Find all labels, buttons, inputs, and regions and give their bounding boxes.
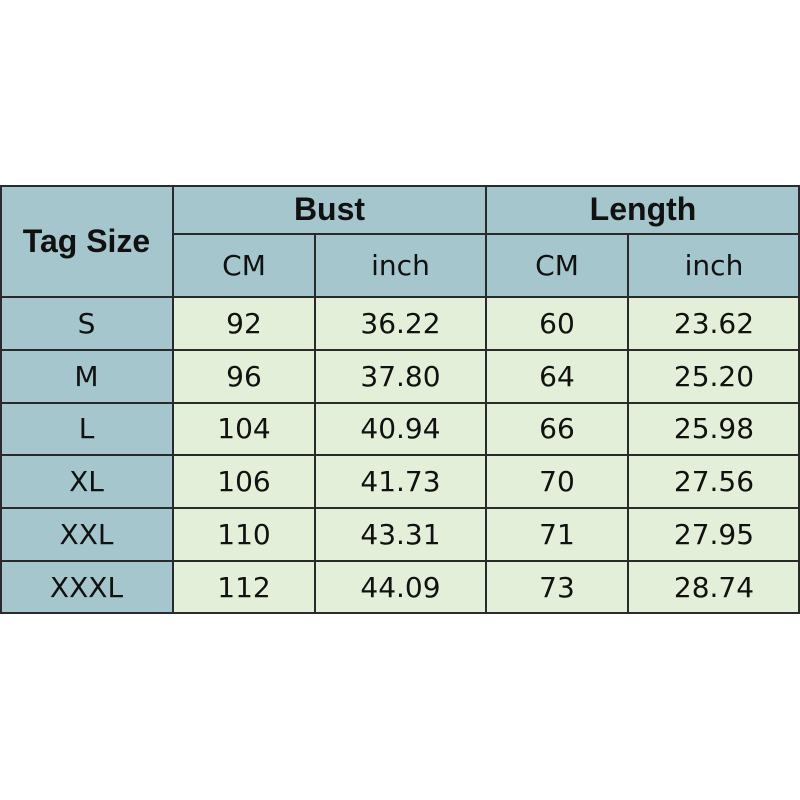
- measure-cell: 27.95: [628, 508, 800, 561]
- sub-header: inch: [628, 234, 800, 297]
- sub-header: inch: [315, 234, 486, 297]
- measure-cell: 60: [486, 297, 628, 350]
- measure-cell: 106: [173, 455, 315, 509]
- measure-cell: 66: [486, 402, 628, 456]
- measure-cell: 40.94: [315, 402, 486, 456]
- measure-cell: 71: [486, 508, 628, 561]
- measure-cell: 112: [173, 561, 315, 614]
- size-label: L: [0, 402, 173, 456]
- size-label: XL: [0, 455, 173, 509]
- measure-cell: 73: [486, 561, 628, 614]
- measure-cell: 104: [173, 402, 315, 456]
- measure-cell: 25.20: [628, 349, 800, 403]
- measure-cell: 92: [173, 297, 315, 350]
- size-label: XXXL: [0, 561, 173, 614]
- measure-cell: 25.98: [628, 402, 800, 456]
- group-header: Length: [486, 185, 800, 234]
- tag-size-header: Tag Size: [0, 185, 173, 297]
- group-header: Bust: [173, 185, 486, 234]
- measure-cell: 44.09: [315, 561, 486, 614]
- measure-cell: 37.80: [315, 349, 486, 403]
- measure-cell: 96: [173, 349, 315, 403]
- size-label: S: [0, 297, 173, 350]
- measure-cell: 64: [486, 349, 628, 403]
- measure-cell: 36.22: [315, 297, 486, 350]
- sub-header: CM: [486, 234, 628, 297]
- measure-cell: 28.74: [628, 561, 800, 614]
- measure-cell: 23.62: [628, 297, 800, 350]
- size-label: M: [0, 349, 173, 403]
- size-label: XXL: [0, 508, 173, 561]
- measure-cell: 27.56: [628, 455, 800, 509]
- measure-cell: 110: [173, 508, 315, 561]
- measure-cell: 70: [486, 455, 628, 509]
- measure-cell: 43.31: [315, 508, 486, 561]
- measure-cell: 41.73: [315, 455, 486, 509]
- sub-header: CM: [173, 234, 315, 297]
